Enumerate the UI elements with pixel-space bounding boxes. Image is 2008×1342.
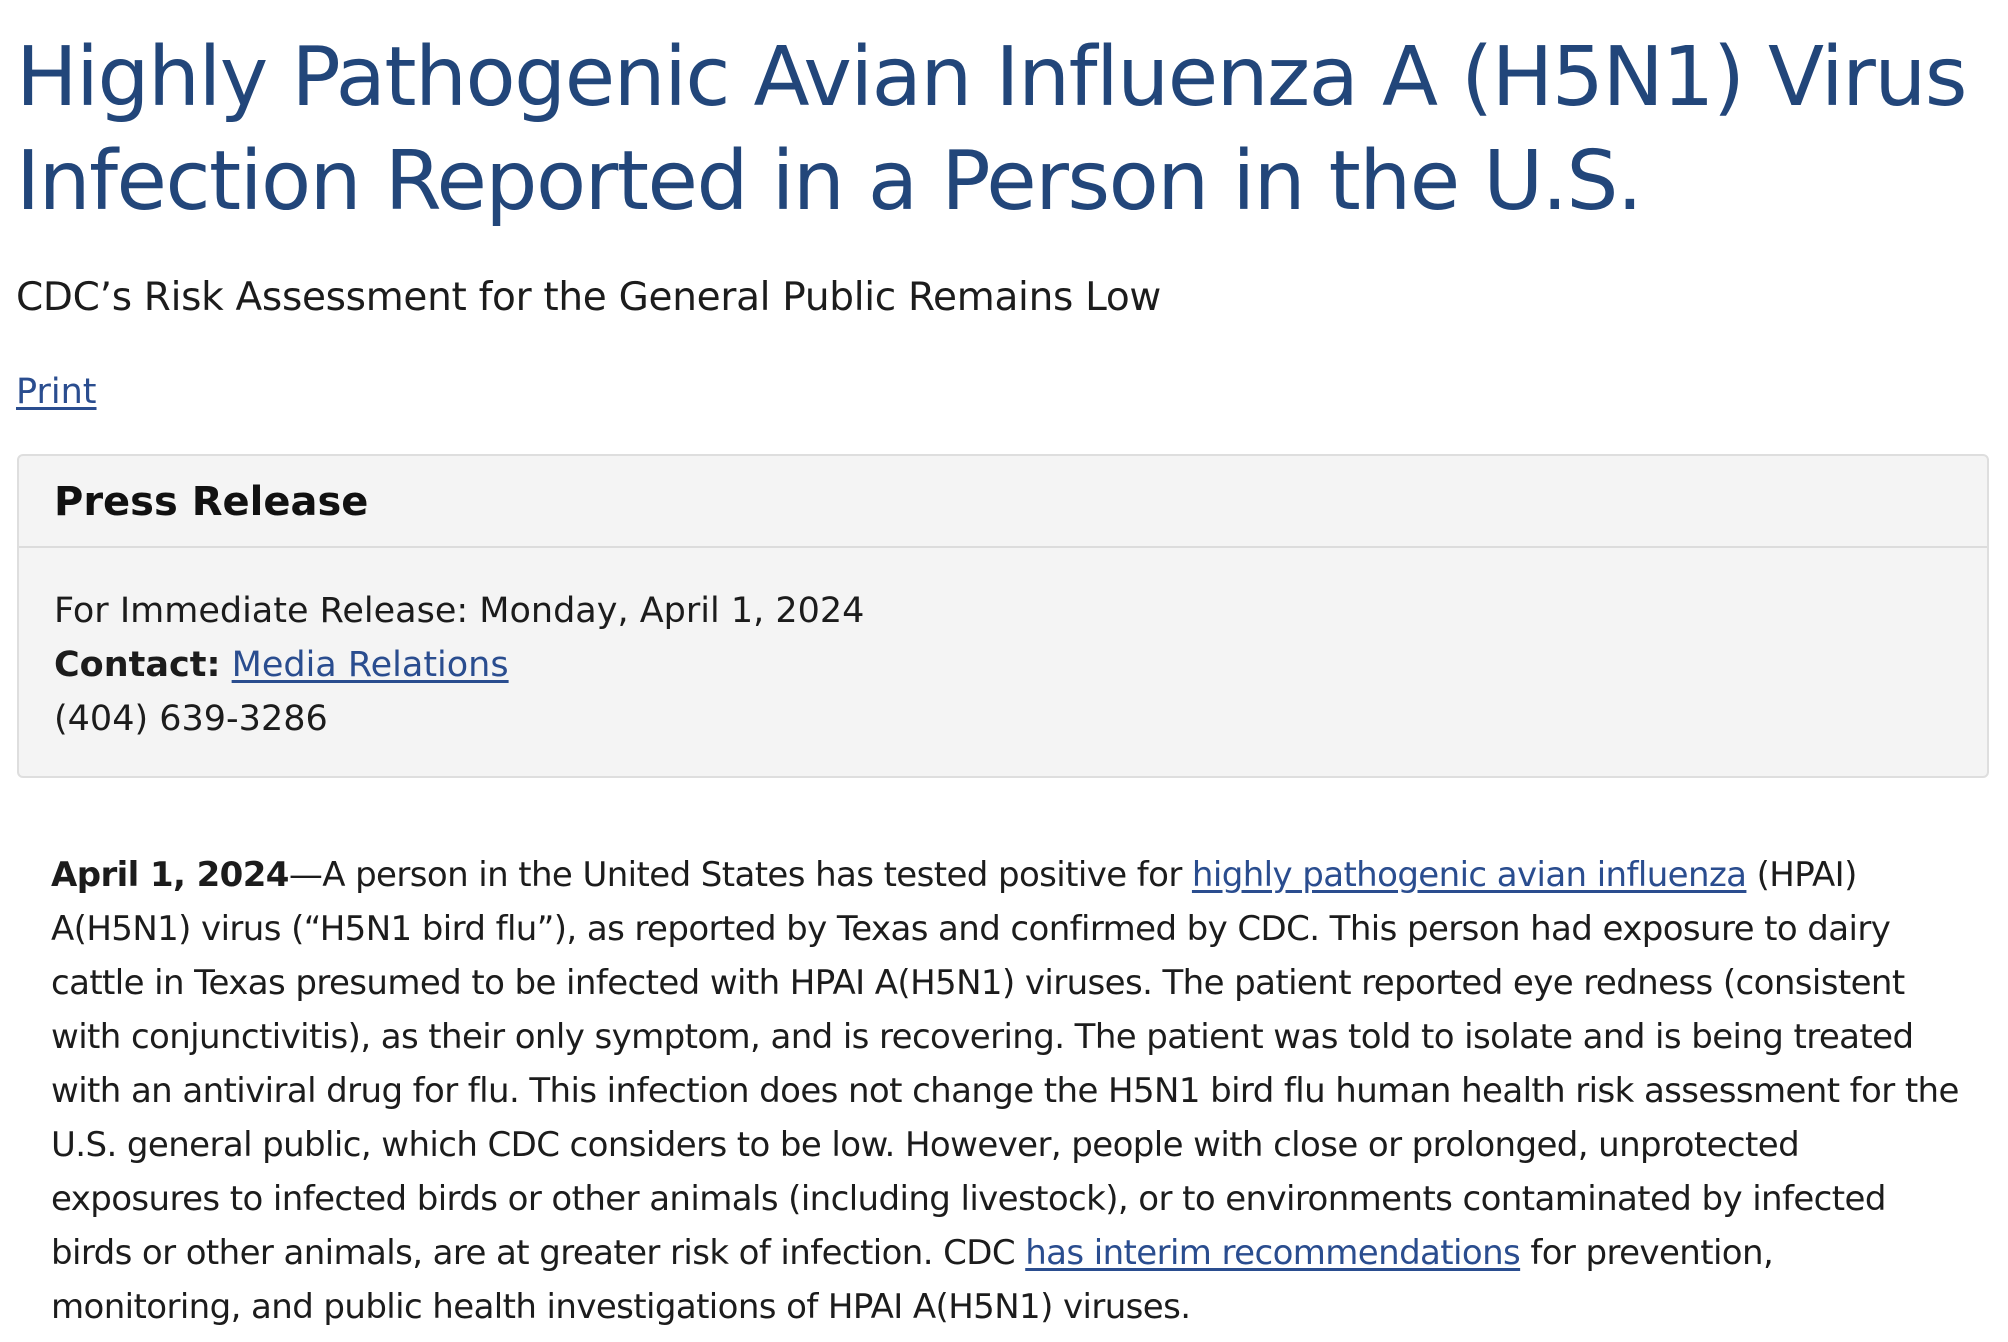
press-release-body: For Immediate Release: Monday, April 1, … bbox=[54, 584, 864, 746]
hpai-link[interactable]: highly pathogenic avian influenza bbox=[1191, 855, 1747, 895]
print-link[interactable]: Print bbox=[16, 372, 97, 412]
interim-recommendations-link[interactable]: has interim recommendations bbox=[1025, 1233, 1521, 1273]
article-paragraph: April 1, 2024—A person in the United Sta… bbox=[51, 848, 1971, 1334]
page-subtitle: CDC’s Risk Assessment for the General Pu… bbox=[16, 275, 1162, 320]
article-text-2: (HPAI) A(H5N1) virus (“H5N1 bird flu”), … bbox=[51, 855, 1959, 1273]
article-text-1: —A person in the United States has teste… bbox=[288, 855, 1192, 895]
contact-label: Contact: bbox=[54, 645, 221, 685]
contact-phone: (404) 639-3286 bbox=[54, 699, 328, 739]
contact-line: Contact: Media Relations bbox=[54, 638, 864, 692]
article-text-3: for prevention, monitoring, and public h… bbox=[51, 1233, 1774, 1327]
press-release-box: Press Release For Immediate Release: Mon… bbox=[17, 454, 1989, 778]
article-date: April 1, 2024 bbox=[51, 855, 289, 895]
press-release-header: Press Release bbox=[19, 456, 1987, 548]
press-release-title: Press Release bbox=[54, 479, 369, 525]
release-date-text: For Immediate Release: Monday, April 1, … bbox=[54, 591, 865, 631]
media-relations-link[interactable]: Media Relations bbox=[231, 645, 509, 685]
page-title: Highly Pathogenic Avian Influenza A (H5N… bbox=[16, 30, 1968, 229]
